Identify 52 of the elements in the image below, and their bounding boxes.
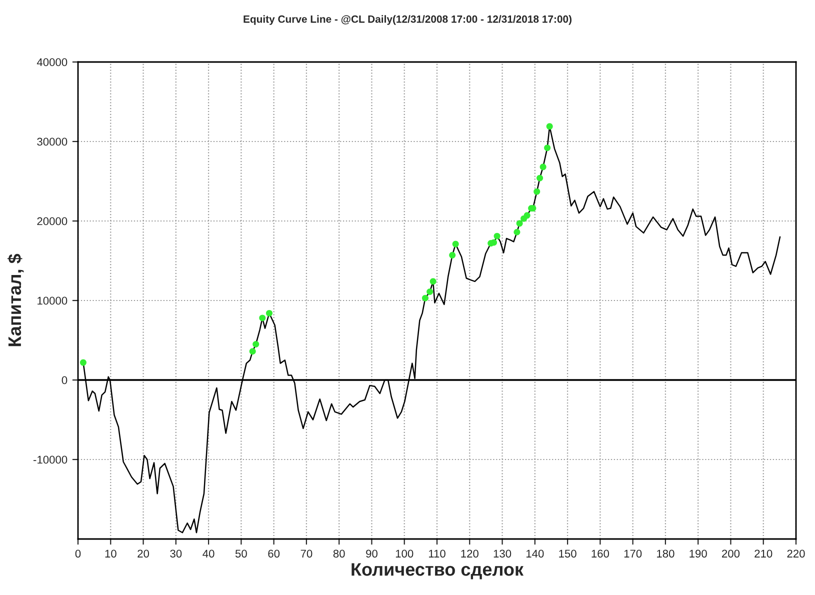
x-tick-label: 200 [722,550,740,558]
point [534,188,540,195]
point [544,144,551,152]
x-tick-label: 60 [268,550,280,558]
x-tick-label: 80 [333,550,345,558]
chart-title: Equity Curve Line - @CL Daily(12/31/2008 17:00 - 12/31/2018 17:00) [244,15,572,25]
point [494,232,500,240]
point [452,240,459,248]
x-tick-label: 10 [105,550,116,558]
x-tick-label: 220 [787,550,805,558]
x-tick-label: 210 [754,550,772,558]
x-tick-label: 30 [170,550,182,558]
point [259,314,266,322]
point [516,220,523,227]
point [514,228,520,236]
point [430,278,436,285]
x-tick-label: 160 [592,550,610,558]
y-tick-label: 0 [62,376,68,384]
y-tick-label: 40000 [36,58,68,66]
y-tick-label: 10000 [38,296,68,305]
point [449,252,456,258]
x-tick-label: 50 [235,550,247,558]
point [490,239,498,246]
x-tick-label: 90 [366,550,378,558]
x-tick-label: 40 [202,550,214,558]
point [80,359,86,366]
x-tick-label: 150 [559,550,576,558]
point [422,294,429,302]
x-tick-label: 70 [300,550,312,558]
y-tick-label: 30000 [37,138,68,146]
x-tick-label: 190 [690,550,707,558]
x-tick-label: 110 [428,550,446,558]
point [426,288,434,296]
x-tick-label: 100 [396,550,414,558]
point [252,340,260,348]
y-tick-label: -10000 [33,456,68,464]
x-tick-label: 130 [494,550,512,558]
point [524,212,530,219]
y-tick-label: 20000 [37,217,68,226]
point [266,310,273,316]
point [536,174,544,182]
x-tick-label: 0 [75,550,81,558]
x-tick-label: 20 [138,550,150,558]
point [249,348,256,355]
x-tick-label: 120 [461,550,478,558]
x-tick-label: 170 [624,550,642,558]
x-tick-label: 180 [657,550,674,558]
point [546,123,553,130]
x-tick-label: 140 [526,550,544,558]
y-axis-title: Капитал, $ [8,254,24,346]
x-axis-title: Количество сделок [352,563,524,580]
point [540,164,546,170]
